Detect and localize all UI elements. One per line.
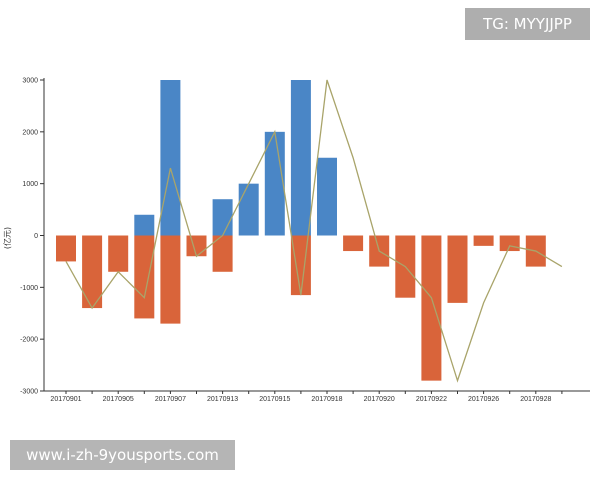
bar bbox=[134, 235, 155, 319]
bar bbox=[264, 131, 285, 236]
bar bbox=[212, 235, 233, 272]
bar bbox=[499, 235, 520, 252]
bar bbox=[447, 235, 468, 303]
bar bbox=[290, 80, 311, 236]
y-axis-label: (亿元) bbox=[2, 227, 12, 249]
watermark-url: www.i-zh-9yousports.com bbox=[10, 440, 235, 470]
bar bbox=[473, 235, 494, 246]
bar bbox=[186, 235, 207, 257]
chart-axes bbox=[40, 78, 590, 394]
x-tick-label: 20170915 bbox=[259, 396, 290, 403]
bar bbox=[160, 235, 181, 324]
x-tick-label: 20170907 bbox=[155, 396, 186, 403]
x-tick-label: 20170928 bbox=[520, 396, 551, 403]
bar bbox=[212, 199, 233, 236]
bar bbox=[343, 235, 364, 252]
bar bbox=[238, 183, 259, 236]
y-tick-label: -2000 bbox=[20, 337, 38, 344]
y-tick-label: 0 bbox=[34, 233, 38, 240]
bar bbox=[134, 214, 155, 236]
x-tick-label: 20170913 bbox=[207, 396, 238, 403]
chart-labels: 3000 2000 1000 0 -1000 -2000 -3000 (亿元) 20170901… bbox=[2, 78, 551, 404]
bar bbox=[290, 235, 311, 296]
bar bbox=[421, 235, 442, 381]
x-tick-label: 20170922 bbox=[416, 396, 447, 403]
x-tick-label: 20170905 bbox=[103, 396, 134, 403]
chart-line bbox=[65, 79, 563, 383]
series-line bbox=[65, 79, 563, 383]
bar bbox=[108, 235, 129, 272]
x-tick-label: 20170901 bbox=[50, 396, 81, 403]
bar bbox=[82, 235, 103, 309]
y-tick-label: 2000 bbox=[22, 129, 38, 136]
x-tick-label: 20170920 bbox=[364, 396, 395, 403]
bar bbox=[317, 157, 337, 236]
y-tick-label: -1000 bbox=[20, 285, 38, 292]
watermark-tg: TG: MYYJJPP bbox=[465, 8, 590, 40]
x-tick-label: 20170918 bbox=[311, 396, 342, 403]
bar bbox=[56, 235, 76, 262]
x-tick-label: 20170926 bbox=[468, 396, 499, 403]
y-tick-label: 1000 bbox=[22, 181, 38, 188]
y-tick-label: 3000 bbox=[22, 78, 38, 85]
y-tick-label: -3000 bbox=[20, 389, 38, 396]
bar bbox=[160, 80, 181, 236]
